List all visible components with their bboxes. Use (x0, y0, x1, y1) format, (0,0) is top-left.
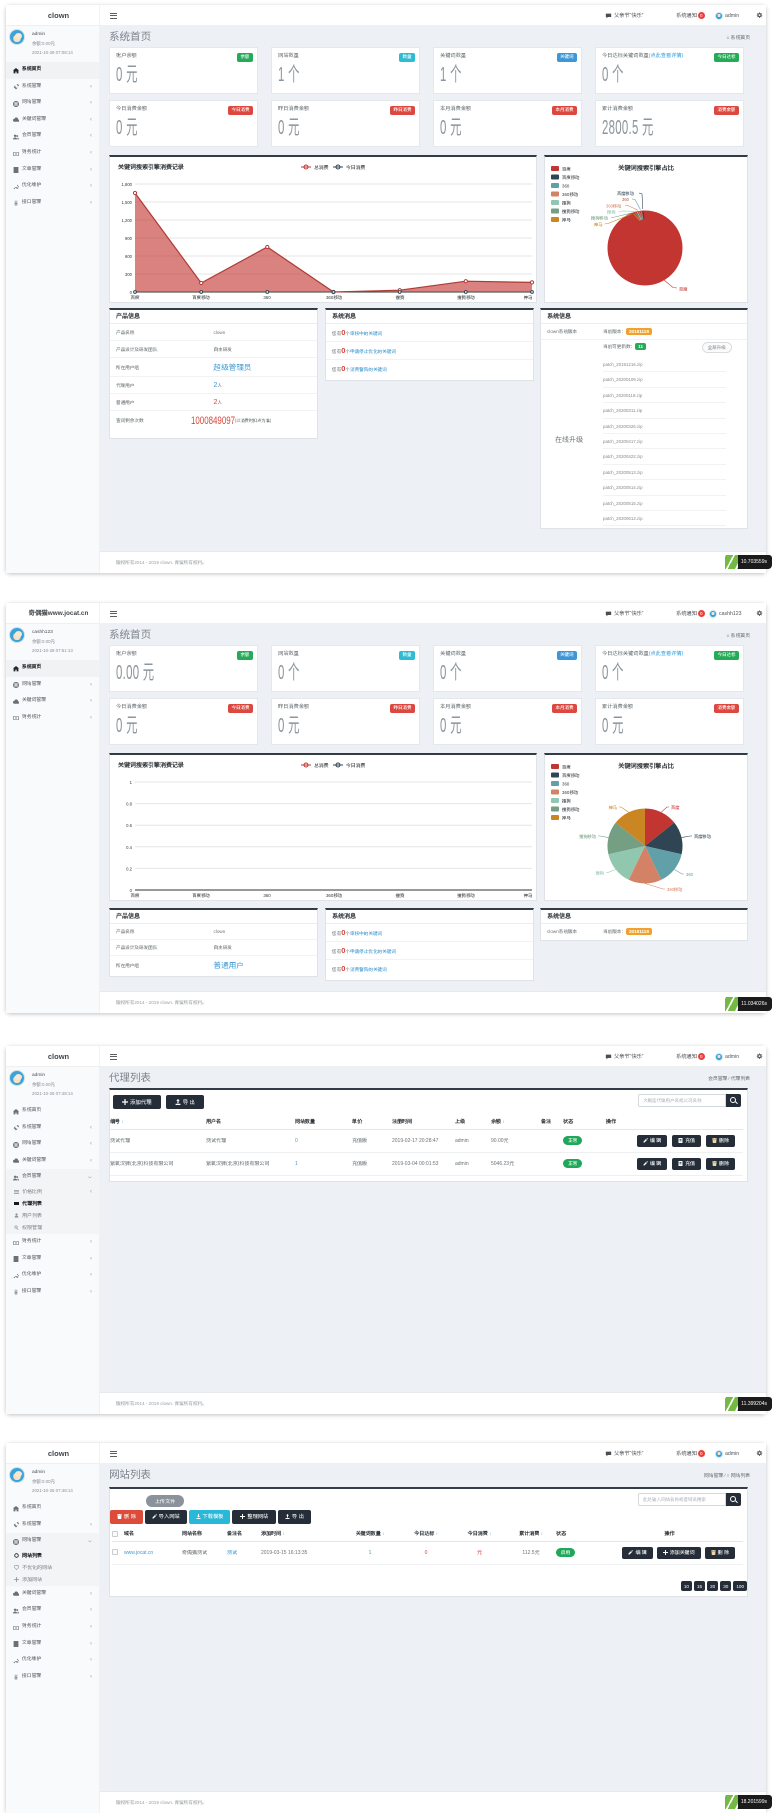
svg-text:0.8: 0.8 (126, 802, 132, 807)
svg-text:360移动: 360移动 (326, 893, 343, 898)
svg-text:今日消费: 今日消费 (345, 762, 365, 769)
svg-text:今日消费: 今日消费 (345, 164, 365, 171)
svg-text:360: 360 (686, 872, 694, 877)
svg-text:百度移动: 百度移动 (192, 294, 210, 300)
svg-text:搜狗移动: 搜狗移动 (561, 807, 580, 812)
svg-text:百度移动: 百度移动 (562, 772, 580, 778)
svg-text:搜狗移动: 搜狗移动 (456, 893, 475, 898)
svg-text:搜狗: 搜狗 (395, 295, 405, 300)
svg-text:百度移动: 百度移动 (562, 174, 580, 180)
svg-text:1,200: 1,200 (122, 218, 133, 223)
svg-text:搜狗: 搜狗 (561, 201, 571, 206)
svg-text:360: 360 (622, 197, 630, 202)
svg-text:360: 360 (263, 893, 271, 898)
svg-text:0.2: 0.2 (126, 866, 132, 871)
svg-text:神马: 神马 (594, 222, 602, 227)
svg-text:关键词搜索引擎消费记录: 关键词搜索引擎消费记录 (118, 761, 184, 769)
svg-text:搜狗: 搜狗 (595, 871, 604, 876)
svg-text:关键词搜索引擎占比: 关键词搜索引擎占比 (618, 164, 674, 172)
svg-text:1,800: 1,800 (122, 182, 133, 187)
svg-text:600: 600 (125, 254, 133, 259)
svg-text:1: 1 (130, 780, 133, 785)
svg-text:百度移动: 百度移动 (192, 892, 210, 898)
svg-text:360移动: 360移动 (606, 204, 622, 209)
svg-text:搜狗移动: 搜狗移动 (578, 834, 597, 839)
svg-text:0: 0 (130, 290, 133, 295)
svg-text:神马: 神马 (609, 805, 617, 810)
svg-text:360: 360 (562, 184, 570, 189)
svg-text:百度: 百度 (679, 287, 688, 292)
svg-text:搜狗移动: 搜狗移动 (590, 216, 609, 221)
svg-text:百度: 百度 (131, 294, 140, 300)
svg-text:搜狗移动: 搜狗移动 (561, 209, 580, 214)
svg-text:总消费: 总消费 (314, 762, 329, 769)
svg-text:搜狗: 搜狗 (561, 799, 571, 804)
svg-text:900: 900 (125, 236, 133, 241)
svg-text:百度移动: 百度移动 (694, 834, 712, 839)
svg-text:神马: 神马 (562, 218, 571, 223)
svg-text:0.6: 0.6 (126, 823, 132, 828)
svg-text:百度: 百度 (131, 892, 140, 898)
svg-text:神马: 神马 (524, 893, 533, 898)
svg-text:搜狗: 搜狗 (395, 893, 405, 898)
svg-text:神马: 神马 (524, 295, 533, 300)
svg-text:360: 360 (263, 295, 271, 300)
svg-text:搜狗移动: 搜狗移动 (456, 295, 475, 300)
svg-text:百度移动: 百度移动 (617, 191, 635, 196)
svg-text:总消费: 总消费 (314, 164, 329, 171)
svg-text:360移动: 360移动 (562, 192, 579, 197)
svg-text:搜狗: 搜狗 (606, 210, 615, 215)
svg-text:1,500: 1,500 (122, 200, 133, 205)
svg-text:360移动: 360移动 (562, 790, 579, 795)
svg-text:百度: 百度 (671, 805, 680, 810)
svg-text:百度: 百度 (562, 764, 571, 770)
svg-text:关键词搜索引擎消费记录: 关键词搜索引擎消费记录 (118, 163, 184, 171)
svg-text:360移动: 360移动 (667, 887, 683, 892)
svg-text:神马: 神马 (562, 816, 571, 821)
svg-text:360移动: 360移动 (326, 295, 343, 300)
svg-text:360: 360 (562, 782, 570, 787)
svg-text:关键词搜索引擎占比: 关键词搜索引擎占比 (618, 762, 674, 770)
svg-text:百度: 百度 (562, 166, 571, 172)
svg-text:0.4: 0.4 (126, 845, 132, 850)
svg-text:300: 300 (125, 272, 133, 277)
svg-text:0: 0 (130, 888, 133, 893)
